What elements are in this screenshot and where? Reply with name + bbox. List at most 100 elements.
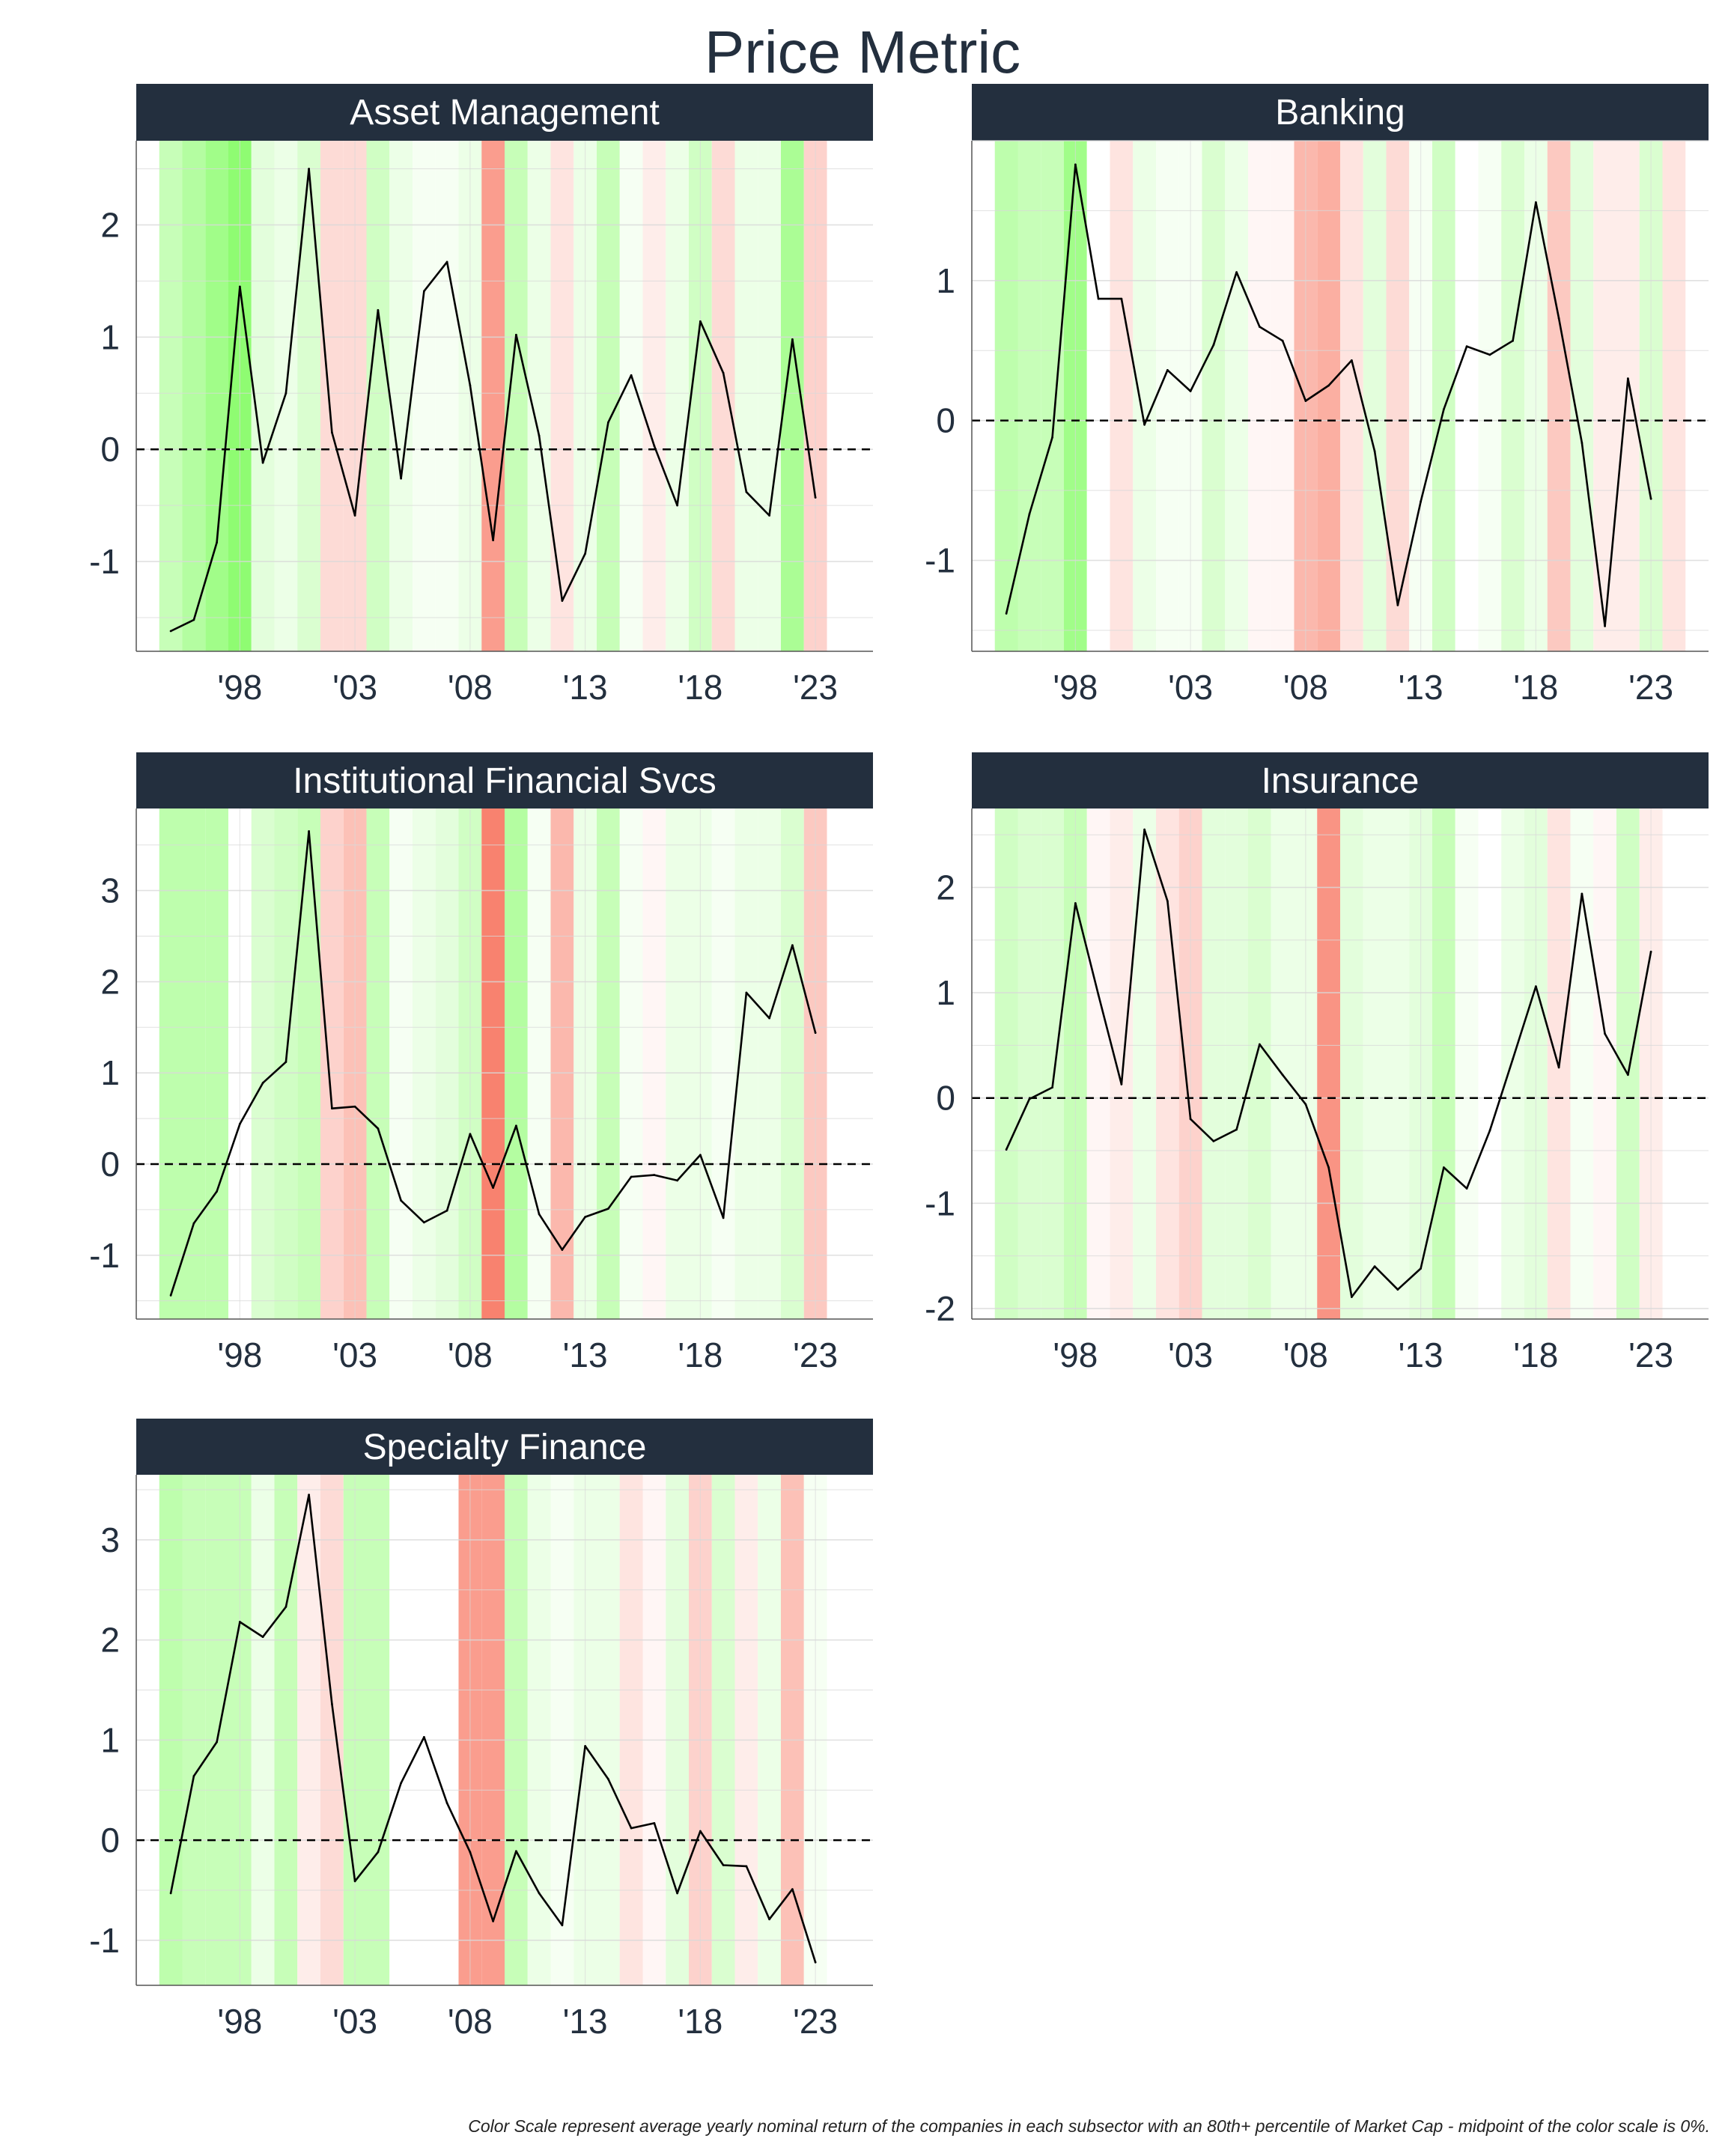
return-band — [734, 141, 758, 651]
data-point — [330, 431, 333, 434]
data-point — [192, 1222, 195, 1225]
x-tick-label: '13 — [1399, 668, 1443, 707]
return-band — [505, 808, 528, 1319]
return-band — [527, 141, 551, 651]
return-band — [1478, 808, 1502, 1319]
data-point — [653, 1174, 656, 1176]
return-band — [642, 808, 666, 1319]
data-point — [1649, 950, 1652, 953]
data-point — [1327, 384, 1330, 387]
data-point — [261, 1636, 264, 1639]
return-band — [1455, 141, 1479, 651]
return-band — [366, 808, 390, 1319]
data-point — [699, 1830, 702, 1833]
return-band — [413, 808, 436, 1319]
data-point — [1604, 624, 1607, 627]
return-band — [758, 808, 781, 1319]
return-band — [597, 1475, 620, 1985]
return-band — [1455, 808, 1479, 1319]
return-band — [1156, 141, 1179, 651]
return-band — [389, 1475, 413, 1985]
data-point — [1281, 339, 1284, 342]
data-point — [1442, 408, 1445, 411]
return-band — [251, 141, 275, 651]
data-point — [1281, 1074, 1284, 1077]
data-point — [1143, 423, 1146, 426]
return-band — [711, 141, 735, 651]
data-point — [584, 1216, 587, 1218]
y-tick-label: 1 — [100, 317, 120, 356]
data-point — [1396, 1288, 1399, 1291]
data-point — [169, 1294, 172, 1297]
y-tick-label: 2 — [100, 962, 120, 1001]
return-band — [159, 808, 183, 1319]
data-point — [722, 1216, 725, 1219]
return-band — [619, 1475, 643, 1985]
return-band — [1340, 141, 1363, 651]
return-band — [711, 1475, 735, 1985]
data-point — [377, 1851, 380, 1854]
return-band — [251, 1475, 275, 1985]
return-band — [1616, 808, 1640, 1319]
return-band — [994, 141, 1018, 651]
data-point — [768, 1017, 771, 1020]
data-point — [1604, 1032, 1607, 1035]
return-band — [619, 141, 643, 651]
data-point — [606, 1208, 609, 1211]
return-band — [1501, 808, 1524, 1319]
data-point — [1557, 1066, 1560, 1069]
return-band — [182, 1475, 206, 1985]
data-point — [584, 1744, 587, 1747]
x-tick-label: '18 — [678, 668, 722, 707]
data-point — [308, 168, 311, 170]
data-point — [377, 308, 380, 311]
data-point — [1189, 1118, 1192, 1121]
facet-header — [136, 1419, 873, 1475]
data-point — [1258, 1043, 1261, 1046]
facet-title: Institutional Financial Svcs — [293, 761, 717, 801]
return-band — [527, 1475, 551, 1985]
return-band — [758, 141, 781, 651]
data-point — [630, 374, 633, 377]
data-point — [169, 630, 172, 633]
return-band — [1225, 141, 1248, 651]
return-band — [481, 141, 505, 651]
facet-panel: Banking -1 0 1 '98 '03 '08 '13 '18 '23 — [925, 84, 1709, 707]
data-point — [1442, 1166, 1445, 1169]
x-tick-label: '18 — [678, 2002, 722, 2041]
data-point — [584, 552, 587, 555]
x-tick-label: '08 — [1283, 1336, 1328, 1374]
y-tick-label: -1 — [925, 541, 955, 580]
y-tick-label: 2 — [936, 868, 955, 907]
data-point — [814, 496, 817, 499]
data-point — [1373, 1265, 1376, 1268]
data-point — [1258, 326, 1261, 328]
data-point — [768, 514, 771, 517]
data-point — [330, 1702, 333, 1705]
data-point — [400, 1782, 403, 1785]
return-band — [389, 141, 413, 651]
return-band — [666, 1475, 689, 1985]
data-point — [699, 1154, 702, 1157]
data-point — [1235, 271, 1238, 274]
y-tick-label: 2 — [100, 1621, 120, 1660]
y-tick-label: 1 — [100, 1053, 120, 1092]
return-band — [505, 1475, 528, 1985]
data-point — [1051, 436, 1054, 439]
return-band — [1317, 141, 1340, 651]
data-point — [1051, 1086, 1054, 1089]
data-point — [561, 1924, 564, 1927]
return-band — [1133, 808, 1156, 1319]
x-tick-label: '03 — [1168, 668, 1213, 707]
return-band — [205, 808, 228, 1319]
return-band — [413, 1475, 436, 1985]
data-point — [1327, 1166, 1330, 1169]
x-tick-label: '13 — [563, 668, 608, 707]
data-point — [745, 1865, 748, 1868]
data-point — [445, 1802, 448, 1805]
return-band — [642, 1475, 666, 1985]
data-point — [238, 1122, 241, 1125]
return-band — [994, 808, 1018, 1319]
data-point — [514, 333, 517, 336]
return-band — [1202, 808, 1226, 1319]
